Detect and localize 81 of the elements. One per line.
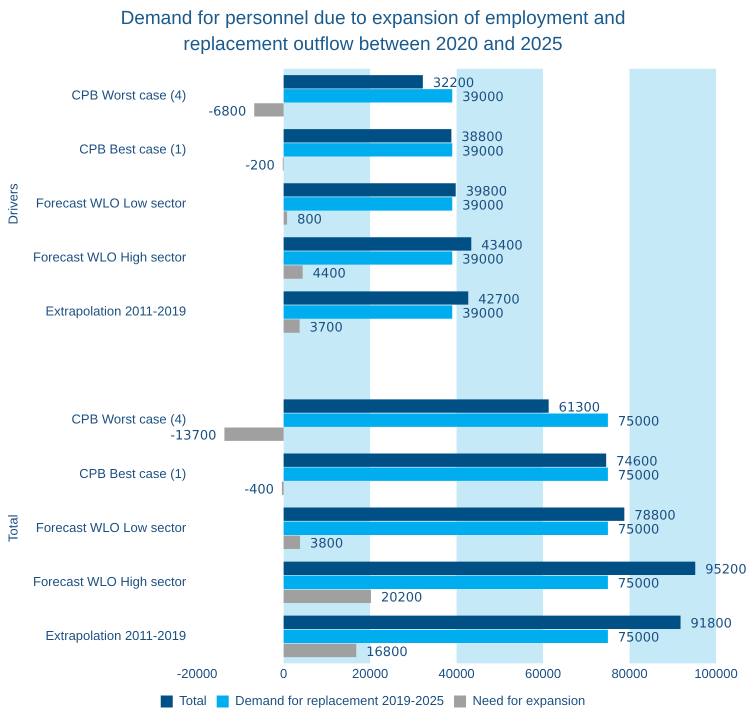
chart-title: Demand for personnel due to expansion of employment and replacement outflow between 2020 and 2025 <box>120 7 626 57</box>
bar <box>284 143 452 157</box>
data-label: 32200 <box>432 76 474 92</box>
data-label: -13700 <box>170 428 216 444</box>
x-tick-label: 80000 <box>611 666 648 681</box>
data-label: 16800 <box>366 644 408 660</box>
data-label: 75000 <box>618 414 660 430</box>
y-tick-label: Forecast WLO Low sector <box>36 196 187 211</box>
data-label: -200 <box>245 158 275 174</box>
bar <box>284 644 356 658</box>
bar <box>284 536 300 549</box>
data-label: 39000 <box>462 144 504 160</box>
bar <box>284 576 608 589</box>
y-tick-label: Forecast WLO High sector <box>33 250 187 265</box>
bar <box>284 630 608 644</box>
bar <box>284 211 288 225</box>
data-label: 75000 <box>618 630 660 646</box>
bar <box>284 129 452 143</box>
data-label: -400 <box>244 482 274 498</box>
data-label: 3800 <box>310 536 344 552</box>
bar <box>284 508 624 521</box>
data-label: 91800 <box>690 616 732 632</box>
bar <box>284 590 371 604</box>
data-label: 800 <box>297 212 322 228</box>
legend-label: Need for expansion <box>472 693 586 708</box>
legend-label: Demand for replacement 2019-2025 <box>235 693 444 708</box>
bar <box>284 197 452 211</box>
y-tick-label: Forecast WLO Low sector <box>36 520 187 535</box>
bar <box>284 89 452 103</box>
data-label: 39000 <box>462 306 504 322</box>
data-label: 78800 <box>634 508 676 524</box>
text: Total <box>6 514 21 542</box>
bar <box>284 616 681 629</box>
data-label: 61300 <box>558 400 600 416</box>
data-label: 75000 <box>618 576 660 592</box>
bar <box>284 468 608 481</box>
bar <box>284 305 452 319</box>
data-label: 74600 <box>616 454 658 470</box>
bar <box>284 399 549 413</box>
y-tick-label: CPB Worst case (4) <box>72 87 186 102</box>
bar <box>254 103 284 117</box>
y-tick-label: Extrapolation 2011-2019 <box>45 628 186 643</box>
bar <box>284 562 696 575</box>
bar <box>284 522 608 535</box>
x-tick-label: 60000 <box>524 666 562 681</box>
data-label: 95200 <box>705 562 746 578</box>
bar <box>284 413 608 427</box>
bar <box>284 183 456 197</box>
data-label: 75000 <box>618 468 660 484</box>
y-tick-label: CPB Best case (1) <box>79 466 186 481</box>
data-label: -6800 <box>208 104 246 120</box>
x-tick-label: -20000 <box>176 666 218 681</box>
y-tick-label: CPB Worst case (4) <box>72 412 186 427</box>
x-tick-label: 0 <box>280 666 288 681</box>
bar <box>284 251 452 265</box>
y-tick-label: Forecast WLO High sector <box>33 574 187 589</box>
legend-label: Total <box>179 693 207 708</box>
data-label: 75000 <box>618 522 660 538</box>
bar <box>284 237 472 251</box>
data-label: 43400 <box>481 238 523 254</box>
data-label: 39000 <box>462 252 504 268</box>
bar <box>284 75 423 88</box>
x-tick-label: 100000 <box>694 666 738 681</box>
bar <box>284 453 606 467</box>
data-label: 42700 <box>478 292 520 308</box>
text: Drivers <box>6 182 21 225</box>
data-label: 39000 <box>462 90 504 106</box>
data-label: 39800 <box>466 184 508 200</box>
bar <box>284 291 468 305</box>
y-tick-label: CPB Best case (1) <box>79 141 186 156</box>
data-label: 3700 <box>310 320 343 336</box>
data-label: 20200 <box>380 590 422 606</box>
x-tick-label: 20000 <box>352 666 388 681</box>
x-tick-label: 40000 <box>438 666 475 681</box>
data-label: 4400 <box>312 266 346 282</box>
y-tick-label: Extrapolation 2011-2019 <box>45 304 186 319</box>
data-label: 38800 <box>461 130 503 146</box>
bar <box>284 319 300 333</box>
bar <box>284 265 303 279</box>
data-label: 39000 <box>462 198 504 214</box>
bar <box>224 428 284 441</box>
